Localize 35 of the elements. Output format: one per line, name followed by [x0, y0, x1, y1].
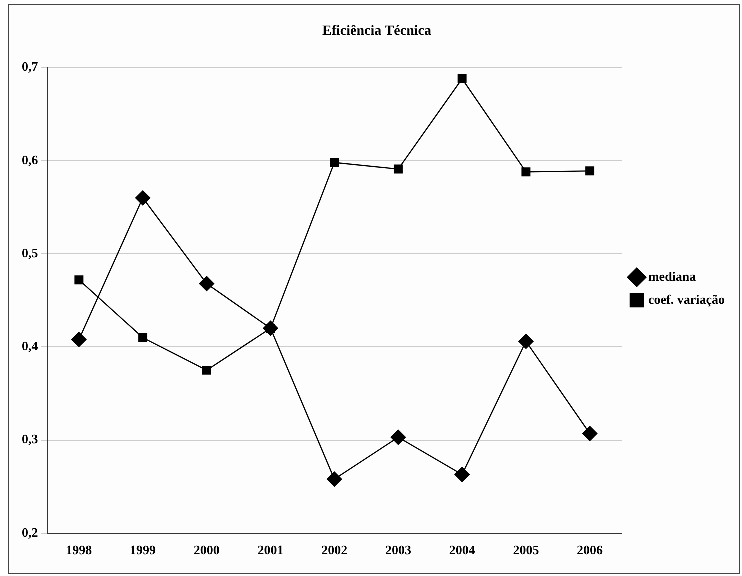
y-tick-label: 0,2 [22, 524, 38, 540]
point [72, 332, 87, 348]
y-tick-label: 0,4 [22, 338, 39, 354]
point [74, 276, 84, 285]
point [394, 164, 403, 174]
point [522, 168, 531, 177]
point [263, 320, 278, 336]
y-tick-label: 0,7 [22, 59, 39, 74]
point [518, 334, 534, 350]
x-tick-label: 2006 [577, 542, 604, 558]
y-tick-label: 0,5 [22, 245, 39, 260]
x-tick-label: 1999 [130, 542, 157, 558]
x-tick-label: 2005 [513, 542, 540, 558]
point [327, 472, 342, 487]
x-tick-label: 2004 [449, 542, 476, 558]
y-tick-label: 0,3 [22, 432, 39, 447]
legend-label: coef. variação [648, 292, 726, 307]
point [582, 426, 598, 442]
x-tick-label: 2000 [194, 542, 220, 558]
point [138, 333, 148, 342]
point [586, 166, 595, 176]
x-tick-label: 2003 [385, 542, 412, 558]
x-tick-label: 2001 [258, 542, 284, 558]
legend-label: mediana [648, 268, 697, 284]
point [199, 276, 214, 292]
x-tick-label: 1998 [66, 542, 93, 558]
x-tick-label: 2002 [322, 542, 348, 558]
point [454, 467, 470, 482]
point [135, 190, 151, 206]
point [458, 74, 467, 84]
point [330, 158, 340, 168]
point [202, 366, 212, 375]
point [390, 430, 406, 446]
y-tick-label: 0,6 [22, 152, 39, 168]
chart-title: Eficiência Técnica [322, 24, 432, 40]
